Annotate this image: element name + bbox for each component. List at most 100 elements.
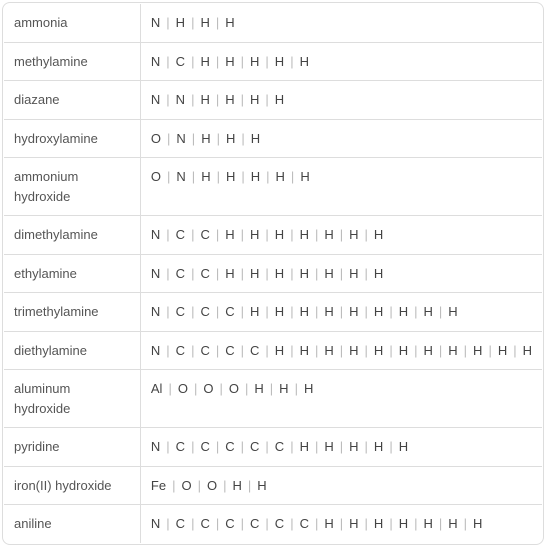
separator: | [167,131,170,146]
element-symbol: H [448,516,457,531]
separator: | [216,227,219,242]
element-symbol: C [200,516,209,531]
element-symbol: H [349,516,358,531]
element-symbol: H [423,516,432,531]
separator: | [365,343,368,358]
separator: | [191,92,194,107]
element-symbol: H [225,227,234,242]
element-symbol: H [374,227,383,242]
table-row: trimethylamineN|C|C|C|H|H|H|H|H|H|H|H|H [4,293,543,332]
element-symbol: H [349,343,358,358]
separator: | [389,304,392,319]
compounds-table-container: ammonia N | H | H | Hmethylamine N | C | H | H | H | H | Hdi… [2,2,544,545]
element-symbol: N [151,343,160,358]
element-symbol: C [200,439,209,454]
separator: | [265,227,268,242]
element-symbol: H [279,381,288,396]
separator: | [365,516,368,531]
separator: | [241,266,244,281]
separator: | [464,516,467,531]
separator: | [439,516,442,531]
separator: | [439,343,442,358]
element-symbol: N [151,516,160,531]
separator: | [172,478,175,493]
separator: | [414,304,417,319]
element-symbol: N [151,92,160,107]
element-symbol: H [257,478,266,493]
element-symbol: H [349,227,358,242]
table-row: ethylamineN|C|C|H|H|H|H|H|H|H [4,254,543,293]
element-symbol: H [300,439,309,454]
separator: | [198,478,201,493]
element-symbol: H [473,516,482,531]
element-symbol: H [423,304,432,319]
element-symbol: N [151,439,160,454]
separator: | [167,169,170,184]
separator: | [340,516,343,531]
table-row: ammoniaN|H|H|H [4,4,543,43]
element-symbol: N [151,304,160,319]
table-body: ammonia N | H | H | Hmethylamine N | C | H | H | H | H | Hdi… [4,4,543,544]
element-list: N|C|C|C|C|H|H|H|H|H|H|H|H|H|H|H [140,331,542,370]
element-symbol: C [250,516,259,531]
separator: | [166,227,169,242]
separator: | [191,227,194,242]
separator: | [241,343,244,358]
separator: | [290,304,293,319]
separator: | [265,92,268,107]
separator: | [270,381,273,396]
separator: | [265,266,268,281]
compound-name: methylamine [4,42,141,81]
separator: | [194,381,197,396]
element-list: N|C|C|H|H|H|H|H|H|H [140,216,542,255]
element-symbol: N [176,131,185,146]
separator: | [389,439,392,454]
element-list: O|N|H|H|H [140,119,542,158]
separator: | [191,343,194,358]
element-symbol: H [275,304,284,319]
element-symbol: H [349,266,358,281]
element-symbol: H [200,54,209,69]
element-symbol: N [151,15,160,30]
element-symbol: H [324,304,333,319]
element-symbol: H [399,304,408,319]
element-symbol: C [225,304,234,319]
separator: | [365,266,368,281]
separator: | [216,266,219,281]
separator: | [365,304,368,319]
separator: | [464,343,467,358]
element-symbol: C [176,439,185,454]
element-symbol: H [399,439,408,454]
element-symbol: H [225,92,234,107]
element-symbol: C [200,343,209,358]
element-symbol: H [374,304,383,319]
compound-name: ammonia [4,4,141,43]
separator: | [265,439,268,454]
compound-name: dimethylamine [4,216,141,255]
separator: | [389,516,392,531]
element-symbol: C [200,304,209,319]
separator: | [241,131,244,146]
element-symbol: H [304,381,313,396]
element-symbol: H [225,266,234,281]
element-symbol: H [498,343,507,358]
table-row: dimethylamineN|C|C|H|H|H|H|H|H|H [4,216,543,255]
separator: | [513,343,516,358]
element-symbol: H [399,343,408,358]
element-symbol: H [251,131,260,146]
separator: | [216,516,219,531]
separator: | [290,439,293,454]
element-list: N|C|C|H|H|H|H|H|H|H [140,254,542,293]
element-symbol: C [225,343,234,358]
element-symbol: H [275,343,284,358]
separator: | [315,227,318,242]
element-symbol: H [201,131,210,146]
element-symbol: N [151,266,160,281]
separator: | [241,54,244,69]
separator: | [290,343,293,358]
compound-name: ammonium hydroxide [4,158,141,216]
compound-name: hydroxylamine [4,119,141,158]
separator: | [192,169,195,184]
separator: | [241,304,244,319]
separator: | [265,54,268,69]
